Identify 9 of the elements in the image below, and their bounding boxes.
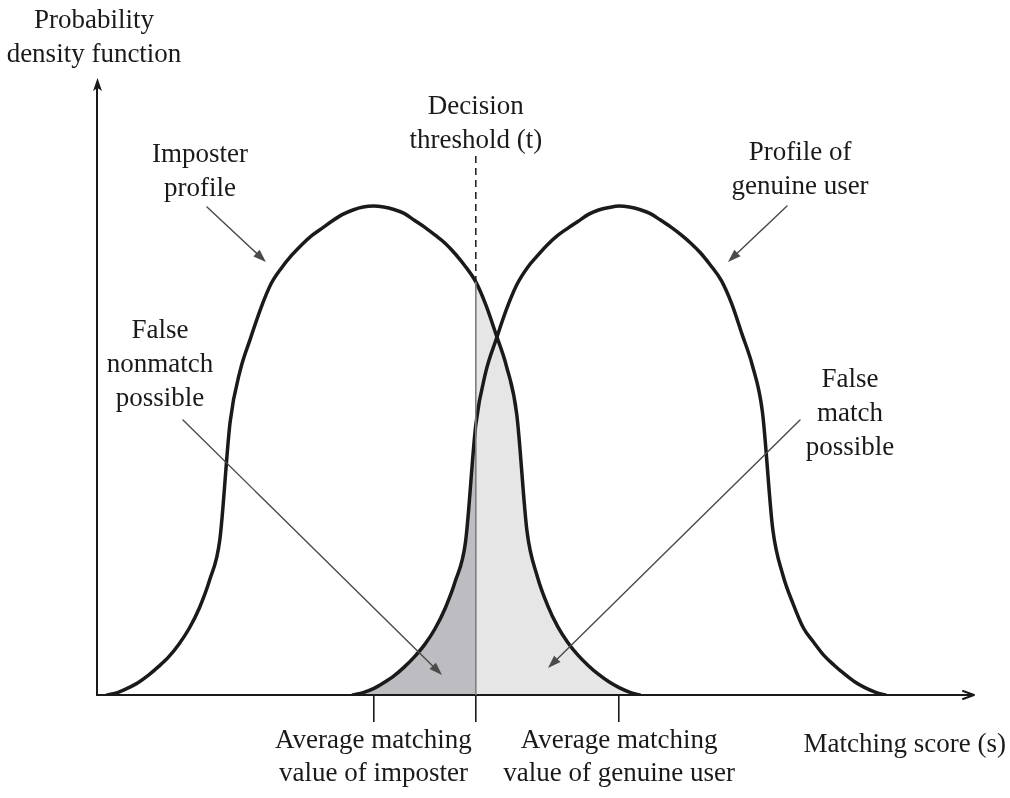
text: Imposter profile: [152, 138, 248, 202]
text: False match possible: [805, 363, 895, 461]
text: False nonmatch possible: [106, 314, 214, 412]
text: Profile of genuine user: [731, 136, 869, 200]
x-tick-label: Average matching value of imposter: [275, 723, 472, 787]
x-tick-label: Average matching value of genuine user: [503, 723, 735, 787]
text: Decision threshold (t): [409, 90, 543, 154]
text: Probability density function: [6, 4, 182, 68]
x-axis-title: Matching score (s): [803, 728, 1006, 758]
